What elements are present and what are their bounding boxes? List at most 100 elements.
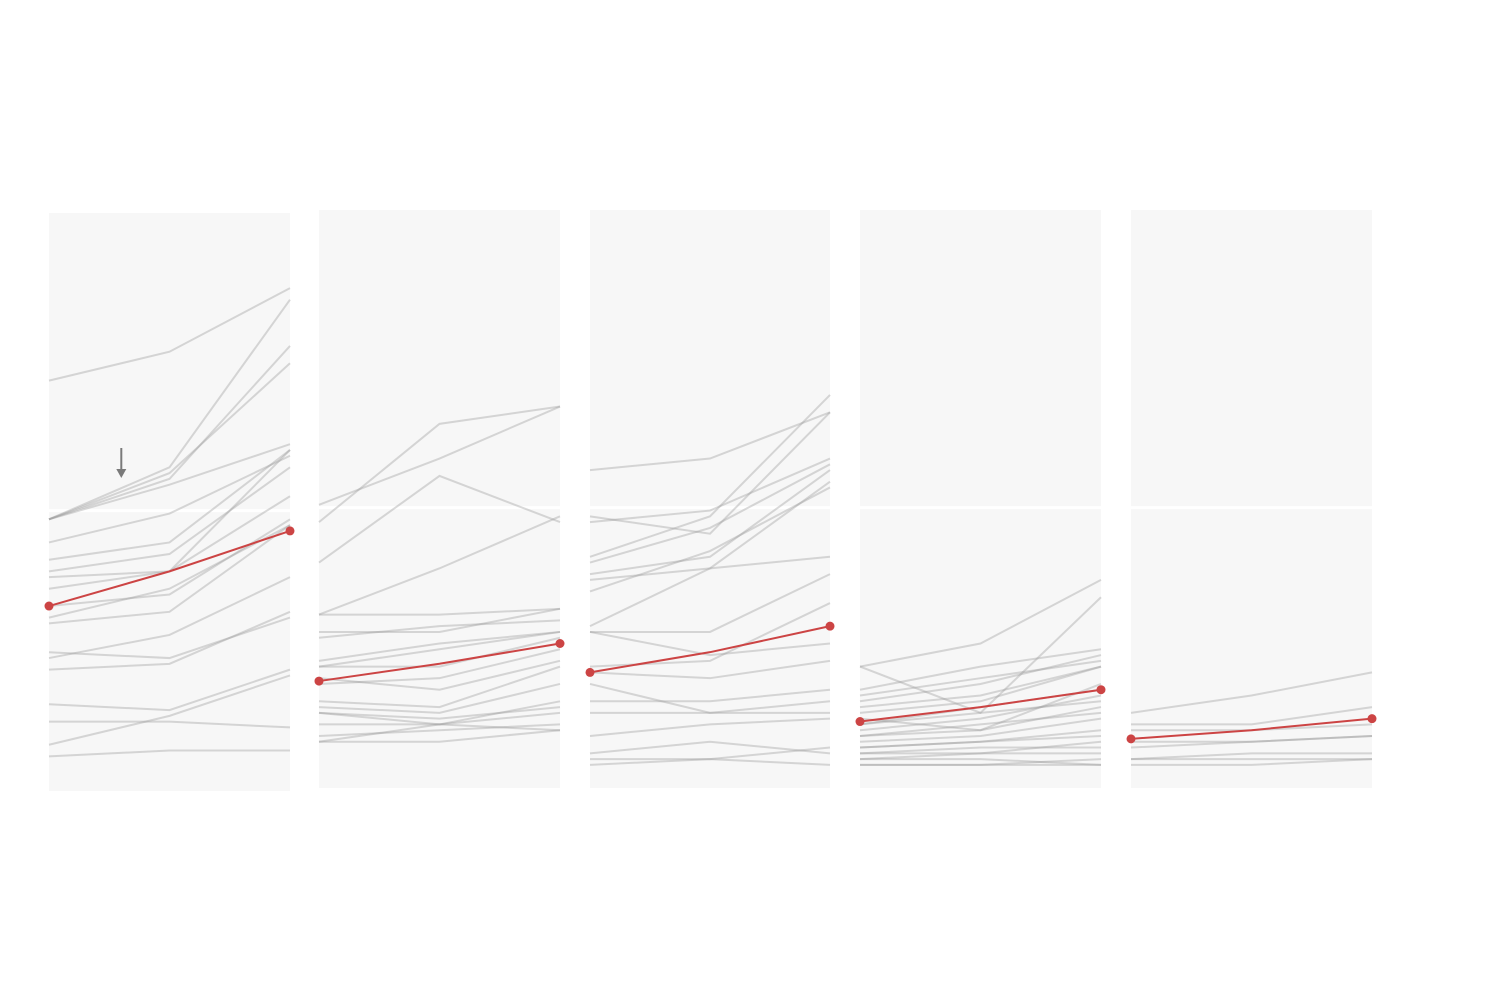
- series-line: [859, 659, 1102, 697]
- series-line: [859, 648, 1102, 691]
- highlight-end-point: [1096, 685, 1106, 695]
- series-line: [590, 746, 831, 761]
- series-line: [1130, 752, 1372, 761]
- series-line: [859, 729, 1102, 749]
- highlight-end-point: [285, 526, 295, 536]
- series-line: [48, 466, 291, 573]
- series-line: [859, 596, 1102, 715]
- series-line: [859, 734, 1102, 749]
- arrow-head: [116, 469, 127, 478]
- panel-background: [1131, 210, 1372, 788]
- series-line: [48, 443, 291, 521]
- series-line: [589, 411, 831, 535]
- series-line: [589, 411, 831, 472]
- series-line: [859, 665, 1102, 709]
- panel-background: [590, 210, 830, 788]
- highlight-start-point: [314, 676, 324, 686]
- series-line: [48, 362, 291, 521]
- series-line: [318, 682, 561, 714]
- series-line: [859, 683, 1102, 732]
- series-line: [589, 394, 831, 558]
- panel-5: [1126, 210, 1377, 788]
- series-line: [1130, 671, 1373, 714]
- series-line: [318, 515, 561, 616]
- series-line: [49, 720, 291, 729]
- series-line: [859, 654, 1102, 703]
- highlight-end-point: [825, 621, 835, 631]
- series-line: [319, 636, 561, 668]
- series-line: [859, 665, 1102, 714]
- series-line: [859, 752, 1101, 761]
- series-line: [589, 469, 831, 576]
- series-line: [318, 665, 561, 709]
- series-line: [860, 758, 1102, 766]
- series-line: [859, 700, 1102, 726]
- series-line: [318, 619, 561, 639]
- highlight-line: [1130, 717, 1373, 740]
- panel-background: [319, 210, 560, 788]
- series-line: [48, 345, 291, 521]
- series-line: [48, 524, 291, 625]
- series-line: [48, 616, 291, 660]
- series-line: [318, 723, 561, 737]
- series-line: [589, 758, 831, 766]
- panel-4: [855, 210, 1106, 788]
- series-line: [1131, 734, 1373, 743]
- highlight-line: [48, 529, 291, 608]
- panel-1: [44, 213, 295, 791]
- series-line: [318, 630, 561, 662]
- highlight-start-point: [44, 601, 54, 611]
- series-line: [589, 486, 831, 593]
- highlight-start-point: [585, 667, 595, 677]
- highlight-end-point: [555, 639, 565, 648]
- series-line: [589, 457, 831, 524]
- series-line: [318, 405, 561, 506]
- arrow-down-icon: [116, 448, 127, 478]
- series-line: [589, 630, 831, 657]
- series-line: [589, 740, 831, 755]
- series-line: [589, 480, 831, 581]
- series-line: [859, 746, 1101, 755]
- series-line: [48, 287, 291, 382]
- series-line: [590, 573, 831, 633]
- series-line: [318, 700, 561, 726]
- series-line: [1131, 758, 1373, 766]
- panel-background: [860, 210, 1101, 788]
- series-line: [859, 706, 1102, 737]
- series-line: [48, 610, 291, 671]
- series-line: [589, 555, 831, 628]
- series-line: [318, 648, 561, 685]
- panel-3: [585, 210, 835, 788]
- series-line: [589, 682, 831, 714]
- series-line: [1131, 706, 1373, 726]
- series-line: [589, 463, 831, 564]
- series-line: [48, 299, 291, 521]
- series-line: [319, 607, 561, 633]
- highlight-line: [589, 625, 831, 674]
- series-line: [859, 579, 1102, 668]
- series-line: [48, 449, 291, 561]
- panel-2: [314, 210, 565, 788]
- highlight-end-point: [1367, 714, 1377, 724]
- series-line: [1130, 734, 1373, 749]
- series-line: [319, 711, 561, 726]
- highlight-line: [859, 688, 1102, 723]
- series-line: [859, 717, 1102, 743]
- series-line: [319, 729, 561, 743]
- series-line: [590, 688, 831, 703]
- highlight-start-point: [1126, 734, 1136, 744]
- highlight-start-point: [855, 717, 865, 727]
- series-line: [318, 723, 561, 743]
- series-line: [589, 659, 831, 680]
- series-line: [318, 630, 561, 668]
- series-line: [318, 474, 561, 564]
- series-line: [589, 717, 831, 737]
- highlight-line: [318, 642, 561, 683]
- series-line: [48, 749, 290, 758]
- panel-background: [49, 213, 290, 791]
- series-line: [48, 674, 291, 746]
- series-line: [48, 668, 291, 712]
- series-line: [319, 607, 561, 616]
- series-line: [318, 706, 561, 720]
